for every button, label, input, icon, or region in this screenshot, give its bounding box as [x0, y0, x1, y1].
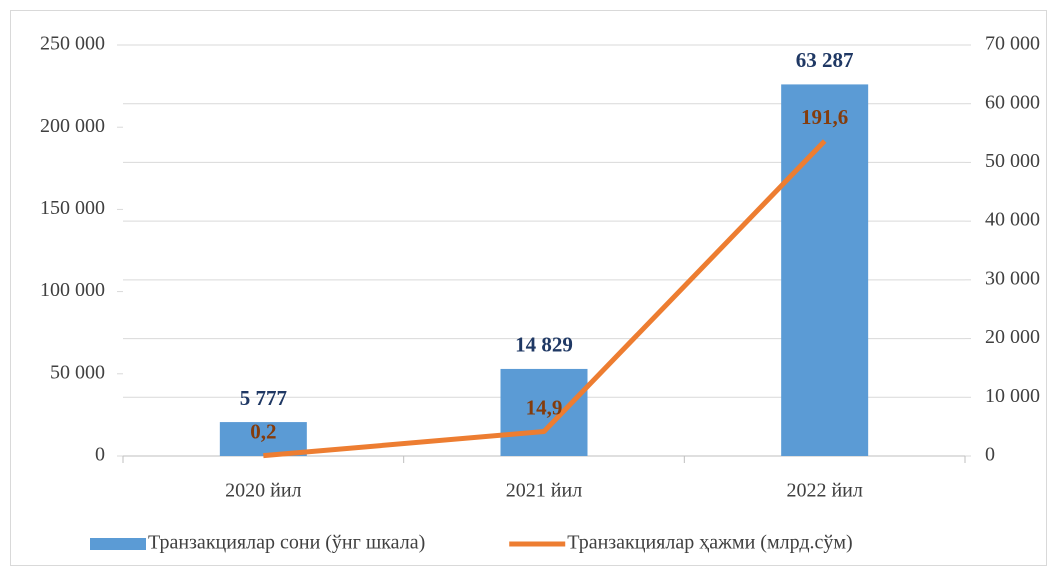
x-tick-label: 2020 йил [225, 480, 301, 502]
bar-value-label: 5 777 [240, 386, 287, 410]
bar [219, 422, 307, 456]
x-tick-label: 2021 йил [506, 480, 582, 502]
line-value-label: 0,2 [250, 419, 276, 443]
y-tick-label: 0 [95, 444, 105, 466]
line-value-label: 191,6 [801, 105, 848, 129]
y2-tick-label: 20 000 [985, 326, 1040, 348]
y-tick-label: 250 000 [40, 33, 105, 55]
bar-value-label: 14 829 [515, 333, 573, 357]
legend-label: Транзакциялар сони (ўнг шкала) [148, 532, 425, 554]
line [263, 139, 827, 459]
y-tick-label: 200 000 [40, 115, 105, 137]
y-tick-label: 150 000 [40, 197, 105, 219]
y2-tick-label: 70 000 [985, 33, 1040, 55]
y2-tick-label: 40 000 [985, 209, 1040, 231]
bar [500, 368, 588, 456]
y2-tick-label: 0 [985, 444, 995, 466]
bar [781, 84, 869, 456]
chart-border [10, 10, 1047, 566]
line-value-label: 14,9 [526, 395, 563, 419]
y2-tick-label: 10 000 [985, 385, 1040, 407]
y2-tick-label: 50 000 [985, 150, 1040, 172]
y2-tick-label: 30 000 [985, 267, 1040, 289]
y-tick-label: 50 000 [50, 361, 105, 383]
x-tick-label: 2022 йил [786, 480, 862, 502]
bar-value-label: 63 287 [796, 48, 854, 72]
legend-label: Транзакциялар ҳажми (млрд.сўм) [567, 532, 852, 554]
legend-swatch [90, 538, 146, 550]
y2-tick-label: 60 000 [985, 91, 1040, 113]
y-tick-label: 100 000 [40, 279, 105, 301]
